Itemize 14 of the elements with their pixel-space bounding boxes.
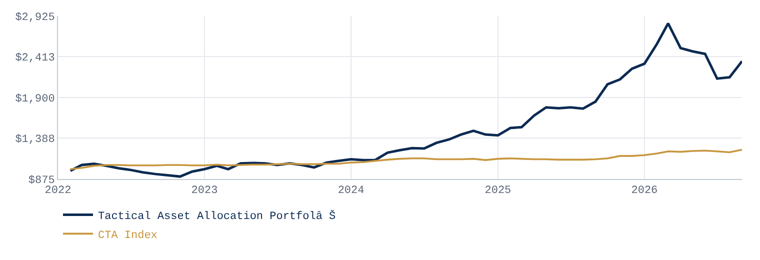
legend-label: Tactical Asset Allocation Portfolâ Š: [98, 208, 336, 223]
x-tick-label: 2026: [631, 185, 658, 198]
y-tick-label: $1,388: [15, 134, 55, 146]
y-tick-label: $875: [28, 174, 55, 187]
y-tick-label: $2,925: [15, 12, 55, 24]
legend-label: CTA Index: [98, 230, 158, 242]
line-series: [69, 22, 742, 178]
line-series: [70, 148, 742, 170]
y-tick-label: $2,413: [15, 52, 55, 65]
x-tick-label: 2024: [338, 185, 365, 198]
x-tick-label: 2025: [484, 185, 512, 198]
x-tick-label: 2023: [191, 185, 218, 198]
x-tick-label: 2022: [44, 185, 72, 198]
y-tick-label: $1,900: [15, 93, 55, 106]
